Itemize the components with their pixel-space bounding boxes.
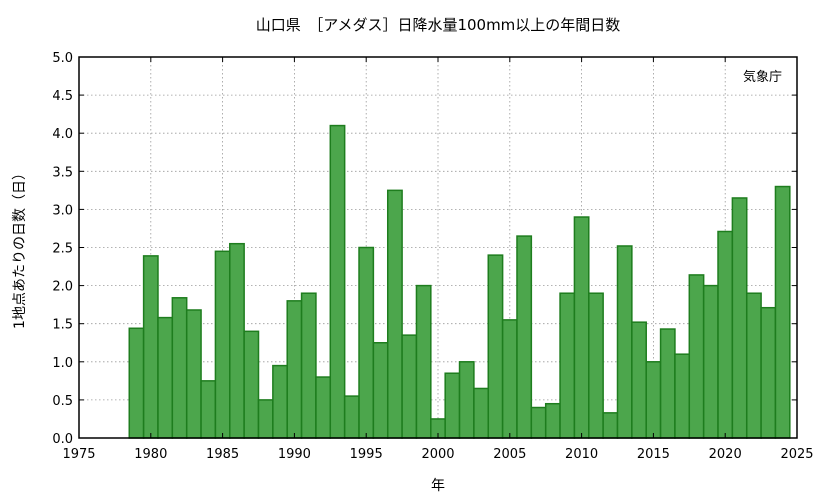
bar-1997 xyxy=(386,189,403,439)
bar-2012 xyxy=(602,412,619,439)
y-tick-label: 2.0 xyxy=(52,280,73,295)
y-tick-label: 1.0 xyxy=(52,356,73,371)
bar-1993 xyxy=(329,124,346,439)
bar-2013 xyxy=(616,245,633,439)
bar-2001 xyxy=(444,372,461,439)
x-tick-label: 1985 xyxy=(206,447,239,462)
bar-1998 xyxy=(401,334,418,439)
bar-1981 xyxy=(157,316,174,439)
bar-1989 xyxy=(272,364,288,439)
bar-2022 xyxy=(745,292,762,439)
bar-1990 xyxy=(286,300,303,439)
x-tick-label: 2005 xyxy=(493,447,526,462)
y-tick-label: 4.5 xyxy=(52,89,73,104)
bar-2018 xyxy=(688,274,705,439)
bar-2010 xyxy=(573,216,590,439)
x-tick-label: 2015 xyxy=(637,447,670,462)
bar-2007 xyxy=(530,406,547,439)
bar-1987 xyxy=(243,330,260,439)
bar-1980 xyxy=(142,255,159,439)
bar-2009 xyxy=(559,292,576,439)
x-tick-label: 2025 xyxy=(780,447,813,462)
y-tick-label: 1.5 xyxy=(52,318,73,333)
bar-2023 xyxy=(760,306,777,439)
bar-1984 xyxy=(200,380,217,439)
bar-1988 xyxy=(257,399,274,439)
bar-1991 xyxy=(300,292,317,439)
bar-2019 xyxy=(702,284,719,439)
y-tick-label: 2.5 xyxy=(52,242,73,257)
x-axis-ticks: 1975 1980 1985 1990 1995 2000 2005 2010 2015 2020… xyxy=(62,57,814,462)
x-tick-label: 2010 xyxy=(565,447,598,462)
y-tick-label: 3.0 xyxy=(52,203,73,218)
chart-title: 山口県 ［アメダス］日降水量100mm以上の年間日数 xyxy=(256,16,621,34)
bar-1986 xyxy=(229,242,245,439)
bar-2011 xyxy=(588,292,604,439)
x-tick-label: 1995 xyxy=(350,447,383,462)
y-axis-label: 1地点あたりの日数（日） xyxy=(12,166,28,329)
x-tick-label: 1990 xyxy=(278,447,311,462)
bar-1979 xyxy=(128,327,145,439)
source-label: 気象庁 xyxy=(743,69,782,85)
y-tick-label: 5.0 xyxy=(52,51,73,66)
bar-2016 xyxy=(659,328,676,439)
x-tick-label: 1975 xyxy=(62,447,95,462)
bar-2015 xyxy=(645,361,662,439)
bar-2017 xyxy=(674,353,691,439)
x-tick-label: 2000 xyxy=(421,447,454,462)
y-tick-label: 0.0 xyxy=(52,432,73,447)
x-tick-label: 2020 xyxy=(709,447,742,462)
x-axis-label: 年 xyxy=(431,478,445,494)
bar-1982 xyxy=(171,297,188,439)
y-axis-ticks: 0.0 0.5 1.0 1.5 2.0 2.5 3.0 3.5 4.0 4.5 5.0 xyxy=(52,51,797,447)
bar-2020 xyxy=(717,230,734,439)
y-tick-label: 0.5 xyxy=(52,394,73,409)
bar-1999 xyxy=(415,284,432,439)
bar-1985 xyxy=(214,250,231,439)
bar-2014 xyxy=(631,321,647,439)
bar-2021 xyxy=(731,197,748,439)
bar-2003 xyxy=(473,387,490,439)
bar-2006 xyxy=(516,235,533,439)
bar-2005 xyxy=(501,319,518,439)
y-tick-label: 4.0 xyxy=(52,127,73,142)
bars xyxy=(128,124,791,439)
bar-2002 xyxy=(458,361,475,439)
bar-2008 xyxy=(544,402,561,439)
bar-2004 xyxy=(487,254,504,439)
bar-1983 xyxy=(185,309,202,439)
bar-2024 xyxy=(774,185,791,439)
bar-1994 xyxy=(343,395,360,439)
y-tick-label: 3.5 xyxy=(52,165,73,180)
x-tick-label: 1980 xyxy=(134,447,167,462)
bar-1996 xyxy=(372,342,389,439)
bar-1995 xyxy=(358,246,375,439)
bar-1992 xyxy=(315,376,332,439)
